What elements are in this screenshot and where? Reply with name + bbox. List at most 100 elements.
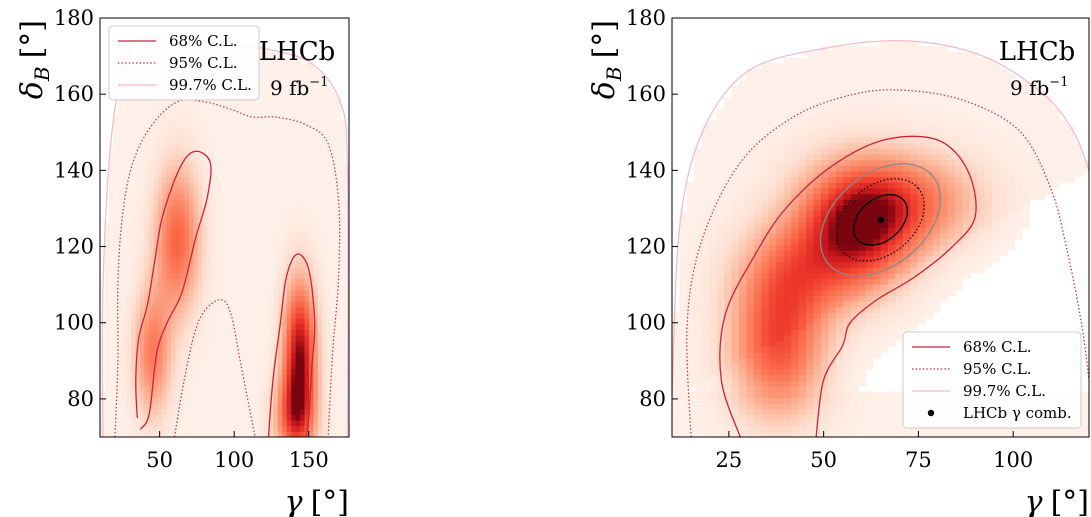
heatmap-cell [202, 284, 208, 291]
heatmap-cell [331, 403, 337, 410]
heatmap-cell [791, 267, 800, 274]
heatmap-cell [242, 210, 248, 217]
heatmap-cell [783, 85, 792, 93]
heatmap-cell [753, 369, 762, 376]
heatmap-cell [776, 255, 785, 263]
heatmap-cell [268, 420, 275, 427]
heatmap-cell [153, 329, 159, 336]
heatmap-cell [322, 210, 328, 217]
heatmap-cell [709, 363, 718, 370]
heatmap-cell [264, 148, 270, 155]
heatmap-cell [739, 289, 748, 297]
heatmap-cell [228, 119, 234, 127]
heatmap-cell [798, 408, 807, 415]
heatmap-cell [317, 386, 323, 393]
heatmap-cell [117, 272, 123, 280]
heatmap-cell [215, 233, 221, 240]
heatmap-cell [180, 170, 186, 178]
heatmap-cell [268, 414, 275, 421]
heatmap-cell [117, 148, 123, 155]
heatmap-cell [282, 182, 288, 189]
heatmap-cell [140, 352, 146, 359]
heatmap-cell [783, 391, 792, 398]
heatmap-cell [331, 386, 337, 393]
heatmap-cell [701, 425, 710, 432]
heatmap-cell [286, 233, 292, 240]
heatmap-cell [215, 267, 221, 274]
heatmap-cell [255, 159, 261, 166]
heatmap-cell [277, 386, 283, 393]
heatmap-cell [197, 114, 203, 121]
heatmap-cell [140, 323, 146, 331]
heatmap-cell [224, 318, 230, 325]
heatmap-cell [753, 199, 762, 206]
heatmap-cell [215, 425, 221, 432]
heatmap-cell [746, 233, 755, 240]
heatmap-cell [135, 312, 141, 319]
heatmap-cell [157, 289, 163, 297]
heatmap-cell [104, 391, 110, 398]
heatmap-cell [335, 301, 341, 308]
heatmap-cell [202, 346, 208, 353]
heatmap-cell [326, 318, 332, 325]
heatmap-cell [180, 148, 186, 155]
heatmap-cell [798, 148, 807, 155]
heatmap-cell [679, 374, 688, 381]
heatmap-cell [679, 306, 688, 314]
heatmap-cell [340, 136, 346, 144]
heatmap-cell [126, 289, 132, 297]
heatmap-cell [308, 91, 315, 98]
heatmap-cell [251, 431, 257, 437]
heatmap-cell [286, 397, 292, 404]
heatmap-cell [104, 255, 110, 263]
heatmap-cell [242, 295, 248, 302]
heatmap-cell [813, 284, 822, 291]
heatmap-cell [768, 346, 777, 353]
heatmap-cell [791, 238, 800, 246]
heatmap-cell [268, 221, 275, 229]
heatmap-cell [175, 329, 181, 336]
heatmap-cell [313, 74, 319, 81]
heatmap-cell [282, 369, 288, 376]
heatmap-cell [798, 204, 807, 212]
heatmap-cell [251, 386, 257, 393]
heatmap-cell [180, 301, 186, 308]
heatmap-cell [820, 272, 829, 280]
heatmap-cell [295, 380, 301, 387]
heatmap-cell [295, 261, 301, 268]
heatmap-cell [300, 335, 306, 342]
heatmap-cell [344, 318, 349, 325]
heatmap-cell [716, 170, 725, 178]
heatmap-cell [117, 295, 123, 302]
heatmap-cell [206, 414, 212, 421]
heatmap-cell [206, 131, 212, 138]
heatmap-cell [679, 255, 688, 263]
heatmap-cell [335, 357, 341, 364]
heatmap-cell [113, 267, 119, 274]
heatmap-cell [820, 57, 829, 64]
heatmap-cell [317, 91, 323, 98]
heatmap-cell [791, 159, 800, 166]
heatmap-cell [255, 346, 261, 353]
heatmap-cell [282, 199, 288, 206]
heatmap-cell [180, 182, 186, 189]
heatmap-cell [153, 425, 159, 432]
heatmap-cell [126, 199, 132, 206]
heatmap-cell [193, 301, 199, 308]
heatmap-cell [193, 408, 199, 415]
heatmap-cell [317, 408, 323, 415]
heatmap-cell [317, 397, 323, 404]
heatmap-cell [716, 199, 725, 206]
heatmap-cell [731, 159, 740, 166]
heatmap-cell [237, 318, 243, 325]
heatmap-cell [113, 329, 119, 336]
heatmap-cell [108, 352, 114, 359]
heatmap-cell [228, 125, 234, 132]
heatmap-cell [224, 329, 230, 336]
heatmap-cell [286, 57, 292, 64]
heatmap-cell [746, 323, 755, 331]
heatmap-cell [286, 408, 292, 415]
heatmap-cell [286, 102, 292, 110]
heatmap-cell [104, 329, 110, 336]
heatmap-cell [251, 108, 257, 115]
